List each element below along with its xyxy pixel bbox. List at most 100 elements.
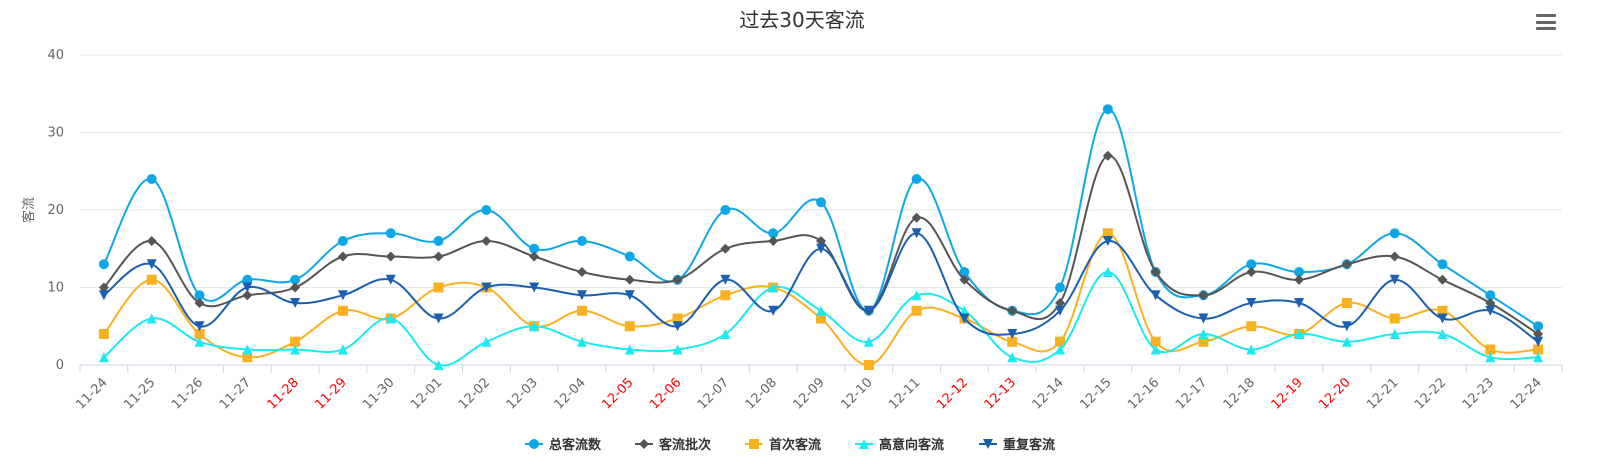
data-point[interactable] (959, 267, 970, 277)
data-point[interactable] (576, 336, 587, 347)
data-point[interactable] (1437, 259, 1448, 270)
legend-label[interactable]: 重复客流 (1003, 437, 1055, 453)
data-point[interactable] (1007, 329, 1018, 339)
data-point[interactable] (1533, 344, 1544, 355)
data-point[interactable] (98, 282, 109, 293)
data-point[interactable] (1055, 336, 1066, 347)
data-point[interactable] (385, 228, 396, 239)
data-point[interactable] (1246, 259, 1257, 270)
data-point[interactable] (98, 290, 109, 301)
legend-marker[interactable] (639, 439, 649, 449)
data-point[interactable] (290, 344, 301, 355)
data-point[interactable] (481, 205, 492, 215)
data-point[interactable] (481, 336, 492, 347)
data-point[interactable] (720, 329, 731, 339)
data-point[interactable] (1437, 313, 1448, 324)
data-point[interactable] (768, 305, 779, 316)
data-point[interactable] (720, 290, 731, 301)
data-point[interactable] (624, 344, 635, 355)
data-point[interactable] (720, 243, 731, 254)
data-point[interactable] (1341, 321, 1352, 332)
data-point[interactable] (337, 290, 348, 301)
data-point[interactable] (1198, 336, 1209, 347)
data-point[interactable] (720, 205, 731, 215)
data-point[interactable] (242, 344, 253, 355)
data-point[interactable] (529, 321, 540, 332)
data-point[interactable] (1389, 313, 1400, 324)
data-point[interactable] (1341, 259, 1352, 270)
data-point[interactable] (576, 267, 587, 277)
data-point[interactable] (1485, 305, 1496, 316)
data-point[interactable] (1007, 336, 1018, 347)
data-point[interactable] (337, 305, 348, 316)
data-point[interactable] (433, 360, 444, 370)
data-point[interactable] (1341, 336, 1352, 347)
data-point[interactable] (720, 274, 731, 285)
data-point[interactable] (481, 282, 492, 293)
data-point[interactable] (1389, 251, 1400, 262)
data-point[interactable] (1102, 150, 1113, 161)
series-line[interactable] (103, 108, 1539, 328)
legend-label[interactable]: 客流批次 (659, 437, 711, 453)
legend-marker[interactable] (859, 439, 869, 449)
data-point[interactable] (768, 236, 779, 246)
data-point[interactable] (1198, 290, 1209, 301)
data-point[interactable] (1533, 329, 1544, 339)
data-point[interactable] (816, 305, 826, 316)
data-point[interactable] (146, 236, 157, 246)
data-point[interactable] (1533, 352, 1544, 363)
data-point[interactable] (816, 313, 826, 324)
data-point[interactable] (1485, 298, 1496, 308)
data-point[interactable] (1533, 321, 1544, 332)
data-point[interactable] (385, 251, 396, 262)
data-point[interactable] (863, 360, 874, 370)
data-point[interactable] (529, 251, 540, 262)
data-point[interactable] (1102, 228, 1113, 239)
data-point[interactable] (911, 290, 922, 301)
legend-label[interactable]: 首次客流 (769, 437, 821, 453)
data-point[interactable] (337, 344, 348, 355)
data-point[interactable] (1389, 329, 1400, 339)
data-point[interactable] (576, 236, 587, 246)
data-point[interactable] (242, 352, 253, 363)
data-point[interactable] (1150, 267, 1161, 277)
data-point[interactable] (1055, 305, 1066, 316)
data-point[interactable] (337, 236, 348, 246)
data-point[interactable] (768, 228, 779, 239)
data-point[interactable] (146, 259, 157, 270)
data-point[interactable] (816, 243, 826, 254)
data-point[interactable] (1150, 336, 1161, 347)
data-point[interactable] (624, 274, 635, 285)
data-point[interactable] (194, 321, 205, 332)
data-point[interactable] (1007, 305, 1018, 316)
series-4[interactable] (98, 267, 1544, 370)
data-point[interactable] (481, 236, 492, 246)
data-point[interactable] (1102, 236, 1113, 246)
data-point[interactable] (1533, 336, 1544, 347)
data-point[interactable] (242, 274, 253, 285)
data-point[interactable] (385, 274, 396, 285)
data-point[interactable] (290, 298, 301, 308)
legend-marker[interactable] (749, 439, 759, 449)
series-1[interactable] (98, 104, 1544, 332)
data-point[interactable] (1246, 298, 1257, 308)
data-point[interactable] (959, 313, 970, 324)
data-point[interactable] (1294, 267, 1305, 277)
data-point[interactable] (290, 274, 301, 285)
data-point[interactable] (1102, 104, 1113, 115)
data-point[interactable] (146, 274, 157, 285)
data-point[interactable] (529, 243, 540, 254)
legend-item[interactable]: 重复客流 (979, 437, 1055, 453)
legend-item[interactable]: 总客流数 (525, 437, 602, 453)
data-point[interactable] (1150, 344, 1161, 355)
data-point[interactable] (624, 321, 635, 332)
data-point[interactable] (98, 352, 109, 363)
data-point[interactable] (433, 251, 444, 262)
data-point[interactable] (863, 336, 874, 347)
data-point[interactable] (1198, 329, 1209, 339)
data-point[interactable] (433, 282, 444, 293)
data-point[interactable] (1437, 274, 1448, 285)
chart-menu-button[interactable] (1534, 10, 1558, 34)
data-point[interactable] (1246, 344, 1257, 355)
data-point[interactable] (1150, 290, 1161, 301)
